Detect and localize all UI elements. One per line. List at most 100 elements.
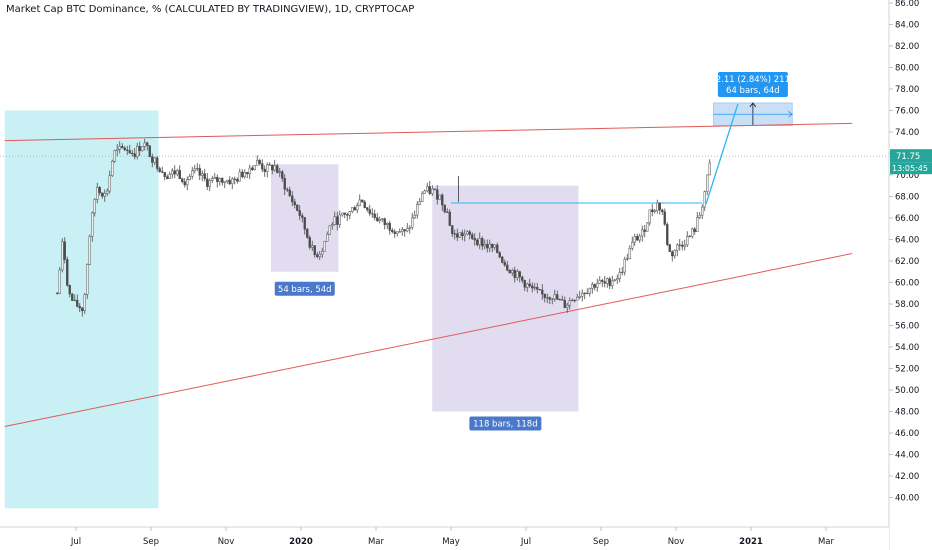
candle-body bbox=[443, 204, 446, 213]
candle-body bbox=[676, 244, 679, 251]
candle-body bbox=[553, 294, 556, 300]
candle-body bbox=[496, 244, 499, 253]
x-tick-label: May bbox=[442, 537, 460, 547]
candle-body bbox=[78, 306, 81, 309]
y-tick-label: 52.00 bbox=[895, 365, 919, 375]
candle-body bbox=[616, 278, 619, 281]
y-tick-label: 48.00 bbox=[895, 408, 919, 418]
countdown-text: 13:05:45 bbox=[892, 164, 928, 173]
candle-body bbox=[433, 188, 436, 190]
candle-body bbox=[506, 264, 509, 271]
candle-body bbox=[101, 192, 104, 197]
candle-body bbox=[291, 195, 294, 203]
y-tick-label: 44.00 bbox=[895, 451, 919, 461]
candle-body bbox=[581, 292, 584, 297]
candle-body bbox=[546, 297, 549, 299]
candle-body bbox=[696, 217, 699, 232]
candle-body bbox=[121, 146, 124, 149]
candle-body bbox=[583, 292, 586, 294]
candle-body bbox=[278, 171, 281, 173]
candle-body bbox=[81, 307, 84, 312]
candle-body bbox=[353, 207, 356, 211]
candle-body bbox=[211, 178, 214, 181]
candle-body bbox=[343, 212, 346, 215]
candle-body bbox=[526, 283, 529, 288]
candle-body bbox=[658, 202, 661, 211]
candle-body bbox=[598, 280, 601, 284]
candle-body bbox=[458, 232, 461, 238]
candle-body bbox=[56, 292, 59, 294]
candle-body bbox=[393, 231, 396, 234]
candle-body bbox=[346, 214, 349, 216]
candle-body bbox=[688, 235, 691, 238]
candle-body bbox=[418, 201, 421, 205]
candle-body bbox=[656, 202, 659, 212]
last-value-badge bbox=[890, 149, 932, 163]
candle-body bbox=[188, 176, 191, 180]
candle-body bbox=[138, 146, 141, 151]
candle-body bbox=[358, 199, 361, 206]
candle-body bbox=[466, 231, 469, 235]
candle-body bbox=[501, 256, 504, 263]
candle-body bbox=[253, 165, 256, 170]
candle-body bbox=[623, 258, 626, 273]
candle-body bbox=[298, 210, 301, 216]
x-tick-label: 2020 bbox=[289, 537, 313, 547]
candle-body bbox=[316, 254, 319, 257]
candle-body bbox=[168, 173, 171, 179]
candle-body bbox=[611, 280, 614, 286]
candle-body bbox=[333, 216, 336, 225]
candle-body bbox=[198, 168, 201, 176]
candle-body bbox=[628, 248, 631, 259]
candle-body bbox=[563, 299, 566, 308]
candle-body bbox=[218, 178, 221, 182]
candle-body bbox=[113, 150, 116, 162]
candle-body bbox=[203, 173, 206, 180]
candle-body bbox=[703, 191, 706, 208]
candle-body bbox=[663, 211, 666, 225]
candle-body bbox=[421, 193, 424, 202]
candle-body bbox=[341, 212, 344, 216]
candle-body bbox=[521, 276, 524, 281]
x-tick-label: Mar bbox=[368, 537, 385, 547]
candle-body bbox=[446, 211, 449, 213]
candle-body bbox=[601, 280, 604, 282]
y-tick-label: 68.00 bbox=[895, 193, 919, 203]
candle-body bbox=[258, 160, 261, 164]
price-range-arrowhead bbox=[749, 102, 757, 108]
candle-body bbox=[576, 297, 579, 301]
candle-body bbox=[348, 211, 351, 216]
candle-body bbox=[68, 285, 71, 295]
time-axis bbox=[0, 527, 889, 550]
candle-body bbox=[243, 172, 246, 178]
candle-body bbox=[313, 245, 316, 256]
candle-body bbox=[568, 300, 571, 306]
candle-body bbox=[228, 179, 231, 185]
candle-body bbox=[193, 168, 196, 172]
candle-body bbox=[431, 188, 434, 194]
candle-body bbox=[588, 288, 591, 294]
candle-body bbox=[476, 239, 479, 245]
candle-body bbox=[248, 167, 251, 175]
candle-body bbox=[578, 295, 581, 298]
candle-body bbox=[448, 211, 451, 226]
candle-body bbox=[653, 210, 656, 213]
candle-body bbox=[413, 214, 416, 219]
candle-body bbox=[153, 157, 156, 163]
candle-body bbox=[263, 168, 266, 172]
candle-body bbox=[478, 238, 481, 245]
candle-body bbox=[361, 199, 364, 203]
candle-body bbox=[213, 176, 216, 179]
candle-body bbox=[231, 178, 234, 185]
chart-title: Market Cap BTC Dominance, % (CALCULATED … bbox=[6, 4, 415, 15]
date-range-1-label-text: 54 bars, 54d bbox=[278, 285, 332, 295]
last-value-text: 71.75 bbox=[896, 152, 920, 162]
candle-body bbox=[516, 271, 519, 278]
candle-body bbox=[456, 233, 459, 238]
candle-body bbox=[363, 201, 366, 208]
candle-body bbox=[141, 146, 144, 151]
candle-body bbox=[276, 165, 279, 173]
candle-body bbox=[593, 284, 596, 288]
